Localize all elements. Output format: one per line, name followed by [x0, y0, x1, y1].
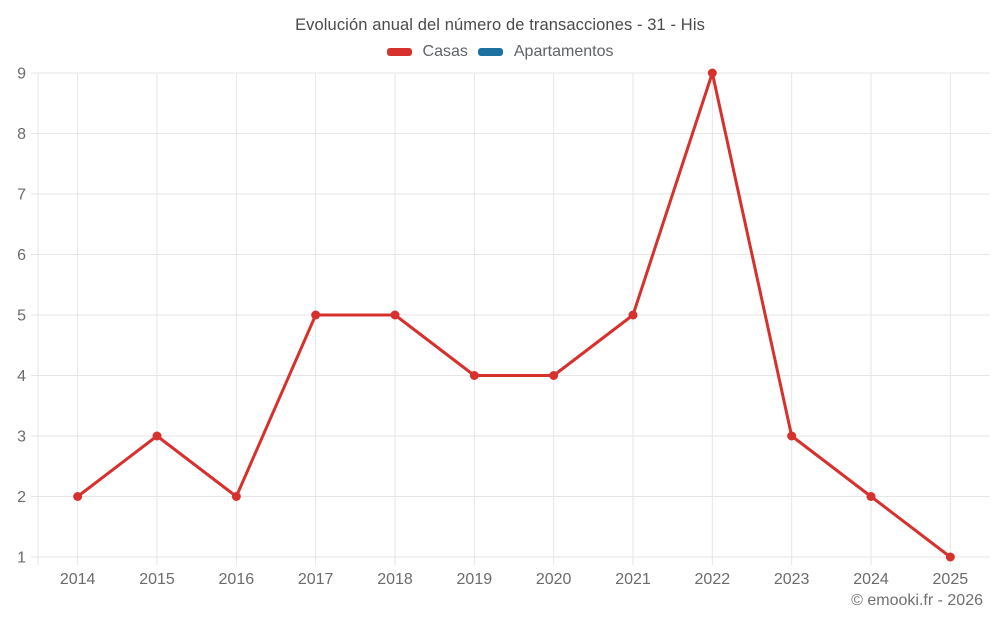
svg-text:1: 1	[17, 550, 26, 567]
svg-text:2017: 2017	[298, 571, 334, 588]
casas-color-swatch	[386, 48, 412, 56]
svg-text:3: 3	[17, 429, 26, 446]
svg-text:4: 4	[17, 368, 26, 385]
svg-text:2021: 2021	[615, 571, 651, 588]
svg-text:8: 8	[17, 126, 26, 143]
svg-text:2: 2	[17, 489, 26, 506]
svg-text:2025: 2025	[933, 571, 969, 588]
svg-text:2024: 2024	[853, 571, 889, 588]
svg-text:2015: 2015	[139, 571, 175, 588]
svg-text:2019: 2019	[457, 571, 493, 588]
svg-text:6: 6	[17, 247, 26, 264]
svg-text:2023: 2023	[774, 571, 810, 588]
svg-text:2014: 2014	[60, 571, 96, 588]
svg-text:5: 5	[17, 308, 26, 325]
svg-text:7: 7	[17, 187, 26, 204]
svg-text:2016: 2016	[219, 571, 255, 588]
legend-item-apartamentos[interactable]: Apartamentos	[477, 43, 614, 61]
svg-text:2020: 2020	[536, 571, 572, 588]
legend: Casas Apartamentos	[0, 43, 1000, 61]
apartamentos-color-swatch	[477, 48, 503, 56]
chart-title: Evolución anual del número de transaccio…	[295, 16, 705, 34]
svg-text:9: 9	[17, 66, 26, 83]
copyright-text: © emooki.fr - 2026	[851, 592, 983, 609]
svg-text:2018: 2018	[377, 571, 413, 588]
legend-label-apartamentos: Apartamentos	[513, 43, 614, 60]
legend-label-casas: Casas	[422, 43, 468, 60]
legend-item-casas[interactable]: Casas	[386, 43, 468, 61]
svg-text:2022: 2022	[695, 571, 731, 588]
